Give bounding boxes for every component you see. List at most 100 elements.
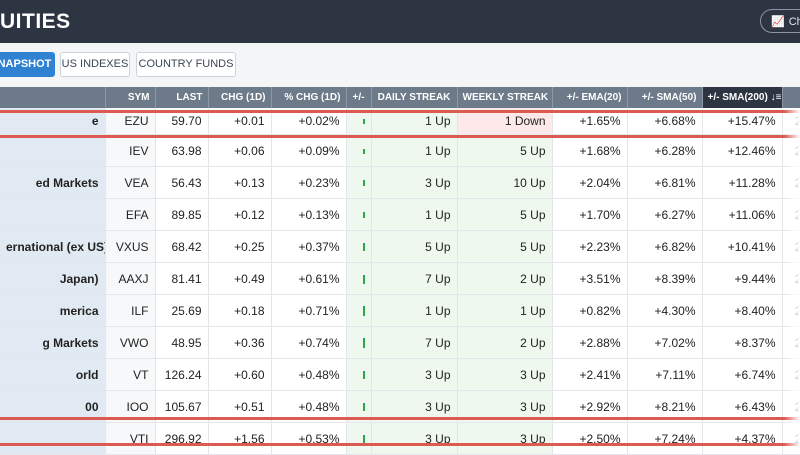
cell-name[interactable] — [0, 134, 106, 167]
table-row[interactable]: Japan) AAXJ 81.41 +0.49 +0.61% 7 Up 2 Up +3.51%… — [0, 262, 800, 295]
cell-sma50: +4.30% — [627, 294, 703, 327]
cell-chg: +0.36 — [208, 326, 272, 359]
cell-chg: +0.25 — [208, 230, 272, 263]
cell-last: 89.85 — [155, 198, 209, 231]
cell-sma200: +12.46% — [702, 134, 783, 167]
cell-ema20: +0.82% — [552, 294, 628, 327]
cell-name[interactable]: Japan) — [0, 262, 106, 295]
column-header-sma200[interactable]: +/- SMA(200) ↓≡ — [702, 87, 783, 108]
cell-daily: 3 Up — [371, 358, 458, 391]
cell-ema20: +2.41% — [552, 358, 628, 391]
cell-last: 68.42 — [155, 230, 209, 263]
change-bar — [362, 434, 365, 444]
cell-name[interactable] — [0, 198, 106, 231]
cell-sma50: +6.28% — [627, 134, 703, 167]
tab-us-indexes[interactable]: US INDEXES — [60, 52, 130, 77]
cell-pm — [346, 262, 372, 295]
chart-button-label: Cha — [788, 16, 800, 28]
cell-sym: VXUS — [105, 230, 156, 263]
cell-sma200: +8.37% — [702, 326, 783, 359]
table-row[interactable]: merica ILF 25.69 +0.18 +0.71% 1 Up 1 Up +0.82% +… — [0, 294, 800, 327]
tab-snapshot[interactable]: NAPSHOT — [0, 52, 55, 77]
cell-name[interactable]: g Markets — [0, 326, 106, 359]
column-header-sma50[interactable]: +/- SMA(50) — [627, 87, 703, 108]
column-header-sym[interactable]: SYM — [105, 87, 156, 108]
cell-chg: +0.13 — [208, 166, 272, 199]
cell-name[interactable]: ed Markets — [0, 166, 106, 199]
cell-weekly: 5 Up — [457, 198, 553, 231]
cell-chg: +0.12 — [208, 198, 272, 231]
cell-ema20: +1.70% — [552, 198, 628, 231]
cell-pm — [346, 198, 372, 231]
cell-sym: EFA — [105, 198, 156, 231]
column-header-ema20[interactable]: +/- EMA(20) — [552, 87, 628, 108]
table-row[interactable]: EFA 89.85 +0.12 +0.13% 1 Up 5 Up +1.70% +6.27% +… — [0, 198, 800, 231]
cell-daily: 3 Up — [371, 166, 458, 199]
cell-daily: 1 Up — [371, 294, 458, 327]
table-row[interactable]: ed Markets VEA 56.43 +0.13 +0.23% 3 Up 10 Up +2… — [0, 166, 800, 199]
cell-name[interactable]: merica — [0, 294, 106, 327]
change-bar — [362, 212, 365, 219]
cell-pm — [346, 294, 372, 327]
cell-sma50: +6.81% — [627, 166, 703, 199]
column-header-extra[interactable] — [782, 87, 800, 108]
tab-country-funds[interactable]: COUNTRY FUNDS — [136, 52, 236, 77]
column-header-sma200-label: +/- SMA(200) — [707, 92, 768, 103]
cell-chg: +0.18 — [208, 294, 272, 327]
change-bar — [362, 338, 365, 349]
cell-pchg: +0.13% — [271, 198, 347, 231]
cell-sma50: +7.11% — [627, 358, 703, 391]
cell-daily: 7 Up — [371, 326, 458, 359]
top-bar: UITIES 📈Cha — [0, 0, 800, 43]
cell-weekly: 10 Up — [457, 166, 553, 199]
cell-extra: 2 — [782, 326, 800, 359]
cell-sma200: +9.44% — [702, 262, 783, 295]
table-row[interactable]: g Markets VWO 48.95 +0.36 +0.74% 7 Up 2 Up +2.8… — [0, 326, 800, 359]
cell-pchg: +0.48% — [271, 358, 347, 391]
cell-weekly: 3 Up — [457, 358, 553, 391]
cell-sym: VT — [105, 358, 156, 391]
cell-name[interactable]: orld — [0, 358, 106, 391]
cell-ema20: +2.88% — [552, 326, 628, 359]
chart-button[interactable]: 📈Cha — [760, 9, 800, 33]
cell-sma50: +6.27% — [627, 198, 703, 231]
column-header-pchg[interactable]: % CHG (1D) — [271, 87, 347, 108]
cell-extra: 2 — [782, 166, 800, 199]
cell-weekly: 5 Up — [457, 230, 553, 263]
column-header-last[interactable]: LAST — [155, 87, 209, 108]
cell-pm — [346, 358, 372, 391]
equities-table: SYM LAST CHG (1D) % CHG (1D) +/- DAILY S… — [0, 87, 800, 455]
cell-sma200: +8.40% — [702, 294, 783, 327]
cell-extra: 2 — [782, 134, 800, 167]
cell-ema20: +2.04% — [552, 166, 628, 199]
column-header-plusminus[interactable]: +/- — [346, 87, 372, 108]
cell-extra: 2 — [782, 230, 800, 263]
cell-last: 25.69 — [155, 294, 209, 327]
cell-extra: 2 — [782, 262, 800, 295]
cell-sym: AAXJ — [105, 262, 156, 295]
change-bar — [362, 119, 365, 125]
cell-name[interactable]: ernational (ex US) — [0, 230, 106, 263]
column-header-name[interactable] — [0, 87, 106, 108]
tab-bar: NAPSHOT US INDEXES COUNTRY FUNDS — [0, 43, 800, 87]
line-chart-icon: 📈 — [771, 16, 785, 28]
cell-pchg: +0.74% — [271, 326, 347, 359]
cell-pchg: +0.61% — [271, 262, 347, 295]
table-row[interactable]: ernational (ex US) VXUS 68.42 +0.25 +0.37% 5 … — [0, 230, 800, 263]
cell-last: 48.95 — [155, 326, 209, 359]
cell-weekly: 1 Up — [457, 294, 553, 327]
cell-pm — [346, 166, 372, 199]
highlight-band-bottom-upper — [0, 417, 800, 420]
column-header-daily-streak[interactable]: DAILY STREAK — [371, 87, 458, 108]
highlight-band-bottom-lower — [0, 443, 800, 446]
column-header-chg[interactable]: CHG (1D) — [208, 87, 272, 108]
column-header-weekly-streak[interactable]: WEEKLY STREAK — [457, 87, 553, 108]
table-row[interactable]: IEV 63.98 +0.06 +0.09% 1 Up 5 Up +1.68% +6.28% +… — [0, 134, 800, 167]
table-row[interactable]: orld VT 126.24 +0.60 +0.48% 3 Up 3 Up +2.41% +7.… — [0, 358, 800, 391]
highlight-band-top-upper — [0, 110, 800, 113]
cell-pm — [346, 326, 372, 359]
cell-daily: 1 Up — [371, 134, 458, 167]
cell-pchg: +0.09% — [271, 134, 347, 167]
cell-sma200: +6.74% — [702, 358, 783, 391]
change-bar — [362, 371, 365, 380]
